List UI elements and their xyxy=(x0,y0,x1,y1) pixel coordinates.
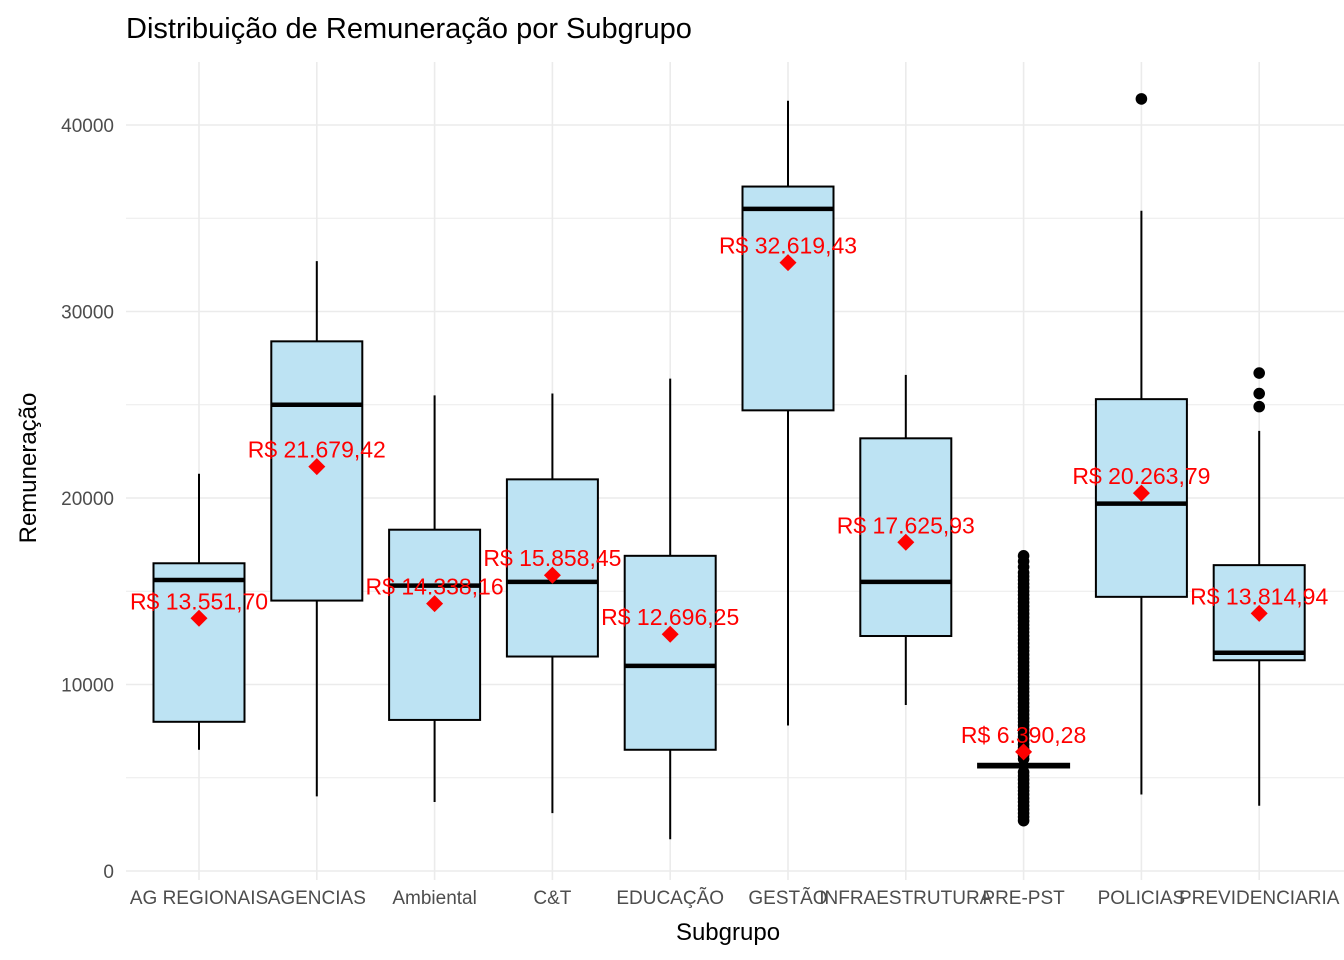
outlier-point xyxy=(1253,367,1265,379)
x-tick-label: EDUCAÇÃO xyxy=(616,887,724,909)
y-axis-tick-labels: 0 10000 20000 30000 40000 xyxy=(61,116,114,883)
box-group: R$ 20.263,79 xyxy=(1072,93,1210,795)
mean-marker xyxy=(1250,604,1268,622)
mean-marker xyxy=(1132,484,1150,502)
box-iqr xyxy=(741,185,835,412)
x-tick-label: C&T xyxy=(533,888,571,909)
mean-marker xyxy=(308,458,326,476)
outlier-point xyxy=(1135,93,1148,105)
box-iqr xyxy=(388,528,482,721)
mean-label: R$ 21.679,42 xyxy=(248,437,386,463)
x-tick-label: INFRAESTRUTURA xyxy=(819,888,992,909)
x-tick-label: GESTÃO xyxy=(748,887,827,909)
mean-marker xyxy=(897,533,915,551)
box-group: R$ 13.551,70 xyxy=(130,473,268,750)
x-axis-tick-labels: AG REGIONAIS AGENCIAS Ambiental C&T EDUCAÇÃO… xyxy=(130,887,1340,909)
mean-label: R$ 13.551,70 xyxy=(130,588,268,614)
y-tick-label: 20000 xyxy=(61,489,114,510)
mean-label: R$ 12.696,25 xyxy=(601,604,739,630)
mean-marker xyxy=(661,625,679,643)
box-iqr xyxy=(152,562,246,723)
x-axis-title: Subgrupo xyxy=(676,919,780,946)
box-group: R$ 14.338,16 xyxy=(366,395,504,802)
mean-marker xyxy=(779,254,797,272)
mean-label: R$ 15.858,45 xyxy=(483,545,621,571)
y-tick-label: 10000 xyxy=(61,676,114,697)
box-plots: R$ 13.551,70 R$ 21.679,42 R$ 14.338,16 R$ 1… xyxy=(130,93,1328,840)
y-axis-title: Remuneração xyxy=(15,393,42,544)
outlier-point xyxy=(1017,766,1030,778)
y-tick-label: 40000 xyxy=(61,116,114,137)
outlier-point xyxy=(1017,550,1030,562)
box-group: R$ 21.679,42 xyxy=(248,261,386,797)
box-group: R$ 6.390,28 xyxy=(961,550,1086,827)
mean-label: R$ 32.619,43 xyxy=(719,233,857,259)
box-iqr xyxy=(623,554,717,751)
box-group: R$ 32.619,43 xyxy=(719,100,857,726)
x-tick-label: POLICIAS xyxy=(1098,888,1186,909)
mean-label: R$ 6.390,28 xyxy=(961,722,1086,748)
mean-label: R$ 13.814,94 xyxy=(1190,583,1328,609)
outlier-point xyxy=(1253,400,1265,413)
mean-label: R$ 17.625,93 xyxy=(837,512,975,538)
box-group: R$ 17.625,93 xyxy=(837,374,975,706)
box-iqr xyxy=(859,437,953,638)
box-group: R$ 13.814,94 xyxy=(1190,367,1328,806)
x-tick-label: Ambiental xyxy=(392,888,477,909)
y-tick-label: 30000 xyxy=(61,303,114,324)
x-tick-label: AGENCIAS xyxy=(268,888,366,909)
x-tick-label: AG REGIONAIS xyxy=(130,888,268,909)
mean-label: R$ 14.338,16 xyxy=(366,574,504,600)
box-group: R$ 12.696,25 xyxy=(601,378,739,840)
y-tick-label: 0 xyxy=(103,862,114,883)
box-group: R$ 15.858,45 xyxy=(483,393,621,814)
chart-title: Distribuição de Remuneração por Subgrupo xyxy=(126,13,692,45)
x-tick-label: PREVIDENCIARIA xyxy=(1179,888,1340,909)
mean-marker xyxy=(426,595,444,613)
mean-marker xyxy=(543,566,561,584)
mean-marker xyxy=(1015,743,1033,761)
mean-label: R$ 20.263,79 xyxy=(1072,463,1210,489)
mean-marker xyxy=(190,609,208,627)
outlier-point xyxy=(1253,387,1265,400)
x-tick-label: PRE-PST xyxy=(982,888,1065,909)
